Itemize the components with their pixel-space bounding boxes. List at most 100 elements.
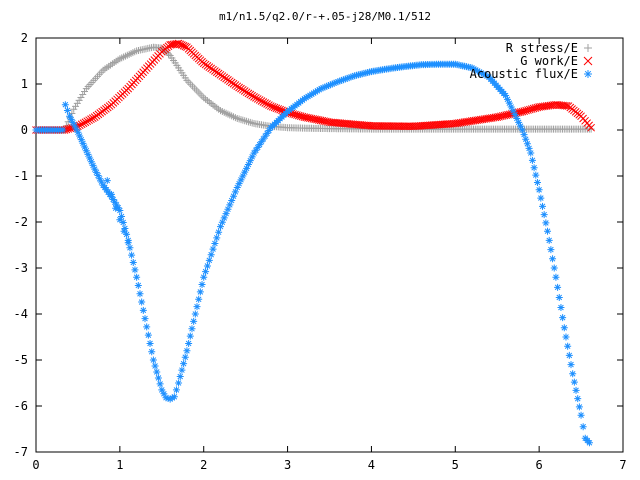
- data-point: [79, 139, 87, 147]
- data-point: [246, 118, 254, 126]
- data-point: [181, 42, 190, 51]
- data-point: [148, 348, 156, 356]
- data-point: [263, 129, 271, 137]
- data-point: [186, 332, 194, 340]
- legend-marker: [584, 70, 592, 78]
- data-point: [231, 188, 239, 196]
- data-point: [382, 122, 390, 130]
- data-point: [517, 122, 525, 130]
- data-point: [91, 165, 99, 173]
- data-point: [472, 66, 480, 74]
- data-point: [257, 97, 266, 105]
- x-tick-label: 3: [284, 458, 291, 472]
- data-point: [180, 360, 188, 368]
- data-point: [116, 216, 124, 224]
- data-point: [481, 71, 489, 79]
- data-point: [523, 140, 531, 148]
- data-point: [477, 69, 485, 77]
- data-point: [87, 115, 95, 124]
- data-point: [302, 94, 310, 102]
- data-point: [84, 150, 92, 158]
- data-point: [567, 361, 575, 369]
- data-point: [113, 201, 121, 209]
- data-point: [584, 44, 592, 52]
- data-point: [583, 56, 593, 66]
- data-point: [503, 95, 511, 103]
- data-point: [319, 84, 327, 92]
- data-point: [203, 262, 211, 270]
- chart-title: m1/n1.5/q2.0/r-+.05-j28/M0.1/512: [219, 10, 431, 23]
- data-point: [183, 347, 191, 355]
- data-point: [538, 202, 546, 210]
- legend-label: Acoustic flux/E: [470, 67, 578, 81]
- data-point: [119, 218, 127, 226]
- data-point: [398, 122, 407, 131]
- data-point: [202, 268, 210, 276]
- data-point: [143, 323, 151, 331]
- data-point: [72, 102, 80, 110]
- data-point: [505, 99, 513, 107]
- data-point: [528, 156, 536, 164]
- data-point: [198, 281, 206, 289]
- data-point: [400, 122, 409, 131]
- y-tick-label: -5: [14, 353, 28, 367]
- data-point: [549, 255, 557, 263]
- data-point: [560, 324, 568, 332]
- y-tick-label: -7: [14, 445, 28, 459]
- data-point: [222, 210, 230, 218]
- data-point: [190, 84, 198, 92]
- data-point: [131, 266, 139, 274]
- data-point: [310, 89, 318, 97]
- data-point: [253, 95, 262, 103]
- data-point: [341, 75, 349, 83]
- data-point: [129, 258, 137, 266]
- data-point: [513, 115, 521, 122]
- data-point: [128, 251, 136, 259]
- data-point: [205, 256, 213, 264]
- data-point: [376, 122, 385, 130]
- data-point: [77, 120, 86, 129]
- data-point: [347, 73, 355, 81]
- data-point: [112, 204, 120, 212]
- data-point: [374, 122, 383, 130]
- data-point: [569, 370, 577, 378]
- y-tick-label: 1: [21, 77, 28, 91]
- x-tick-label: 2: [200, 458, 207, 472]
- data-point: [144, 331, 152, 339]
- data-point: [255, 96, 264, 104]
- data-point: [66, 112, 74, 120]
- data-point: [196, 288, 204, 296]
- data-point: [166, 395, 174, 403]
- data-point: [518, 126, 526, 134]
- data-point: [527, 149, 535, 157]
- data-point: [369, 122, 378, 130]
- data-point: [321, 83, 329, 91]
- data-point: [474, 67, 482, 75]
- data-point: [317, 85, 325, 93]
- data-point: [81, 118, 90, 127]
- data-point: [160, 390, 168, 398]
- data-point: [103, 177, 111, 185]
- data-point: [257, 138, 265, 146]
- series-3: [103, 177, 132, 247]
- y-tick-label: -2: [14, 215, 28, 229]
- data-point: [92, 168, 100, 176]
- data-point: [243, 117, 251, 125]
- data-point: [570, 378, 578, 386]
- y-tick-label: -1: [14, 169, 28, 183]
- data-point: [244, 118, 252, 126]
- data-point: [378, 122, 387, 130]
- data-point: [228, 197, 236, 205]
- data-point: [141, 315, 149, 323]
- data-point: [254, 143, 262, 151]
- data-point: [393, 122, 401, 130]
- data-point: [244, 161, 252, 168]
- data-point: [156, 380, 164, 388]
- data-point: [191, 310, 199, 318]
- data-point: [83, 117, 92, 126]
- data-point: [189, 82, 197, 90]
- data-point: [246, 157, 254, 165]
- data-point: [192, 86, 200, 94]
- data-point: [402, 122, 410, 131]
- data-point: [151, 362, 159, 370]
